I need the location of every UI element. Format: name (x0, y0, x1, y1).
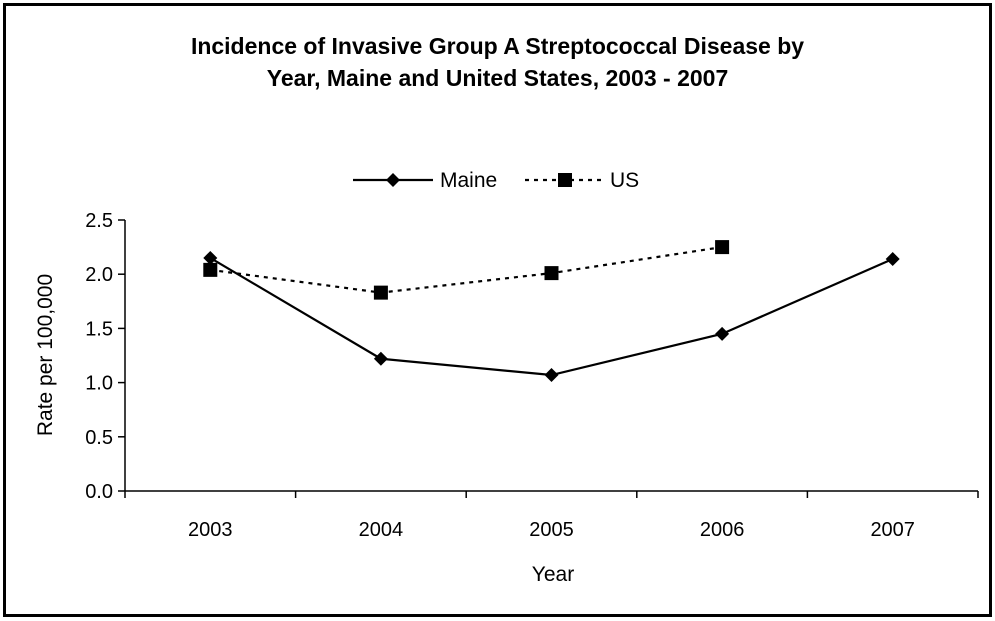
series-maine (203, 250, 900, 383)
data-point-us (373, 285, 388, 300)
y-tick-label: 0.0 (85, 481, 113, 503)
y-axis-title: Rate per 100,000 (34, 274, 57, 436)
series-layer (203, 240, 900, 383)
series-us (203, 240, 730, 300)
y-tick-label: 2.0 (85, 264, 113, 286)
series-line-us (210, 246, 723, 294)
x-tick-label: 2005 (529, 519, 574, 541)
y-tick-label: 0.5 (85, 427, 113, 449)
x-tick-label: 2003 (188, 519, 233, 541)
data-point-us (715, 240, 730, 255)
data-point-maine (715, 326, 730, 341)
data-point-maine (203, 250, 218, 265)
y-tick-label: 1.0 (85, 373, 113, 395)
legend-marker-maine (386, 173, 400, 187)
legend-label-maine: Maine (440, 169, 497, 192)
data-point-us (203, 262, 218, 277)
chart-title-line-1: Incidence of Invasive Group A Streptococ… (190, 33, 805, 59)
x-tick-label: 2004 (359, 519, 404, 541)
legend-marker-us (558, 173, 572, 187)
legend-label-us: US (610, 169, 639, 192)
data-point-maine (373, 351, 388, 366)
chart-title: Incidence of Invasive Group A Streptococ… (0, 30, 995, 94)
legend: Maine US (353, 169, 639, 192)
y-tick-label: 1.5 (85, 318, 113, 340)
data-point-maine (544, 368, 559, 383)
data-point-us (544, 266, 559, 281)
x-axis-title: Year (532, 563, 574, 586)
x-tick-label: 2007 (870, 519, 915, 541)
x-tick-label: 2006 (700, 519, 745, 541)
y-tick-label: 2.5 (85, 210, 113, 232)
chart-frame (3, 3, 992, 617)
axes: 0.0 0.5 1.0 1.5 2.0 2.5 2003 2004 2005 2006 2007 (85, 210, 979, 541)
data-point-maine (885, 252, 900, 267)
chart-title-line-2: Year, Maine and United States, 2003 - 20… (266, 65, 729, 91)
